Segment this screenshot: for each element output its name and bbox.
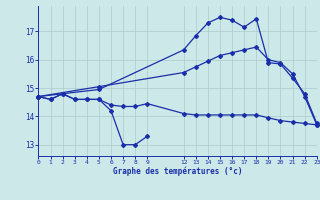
X-axis label: Graphe des températures (°c): Graphe des températures (°c): [113, 167, 242, 176]
